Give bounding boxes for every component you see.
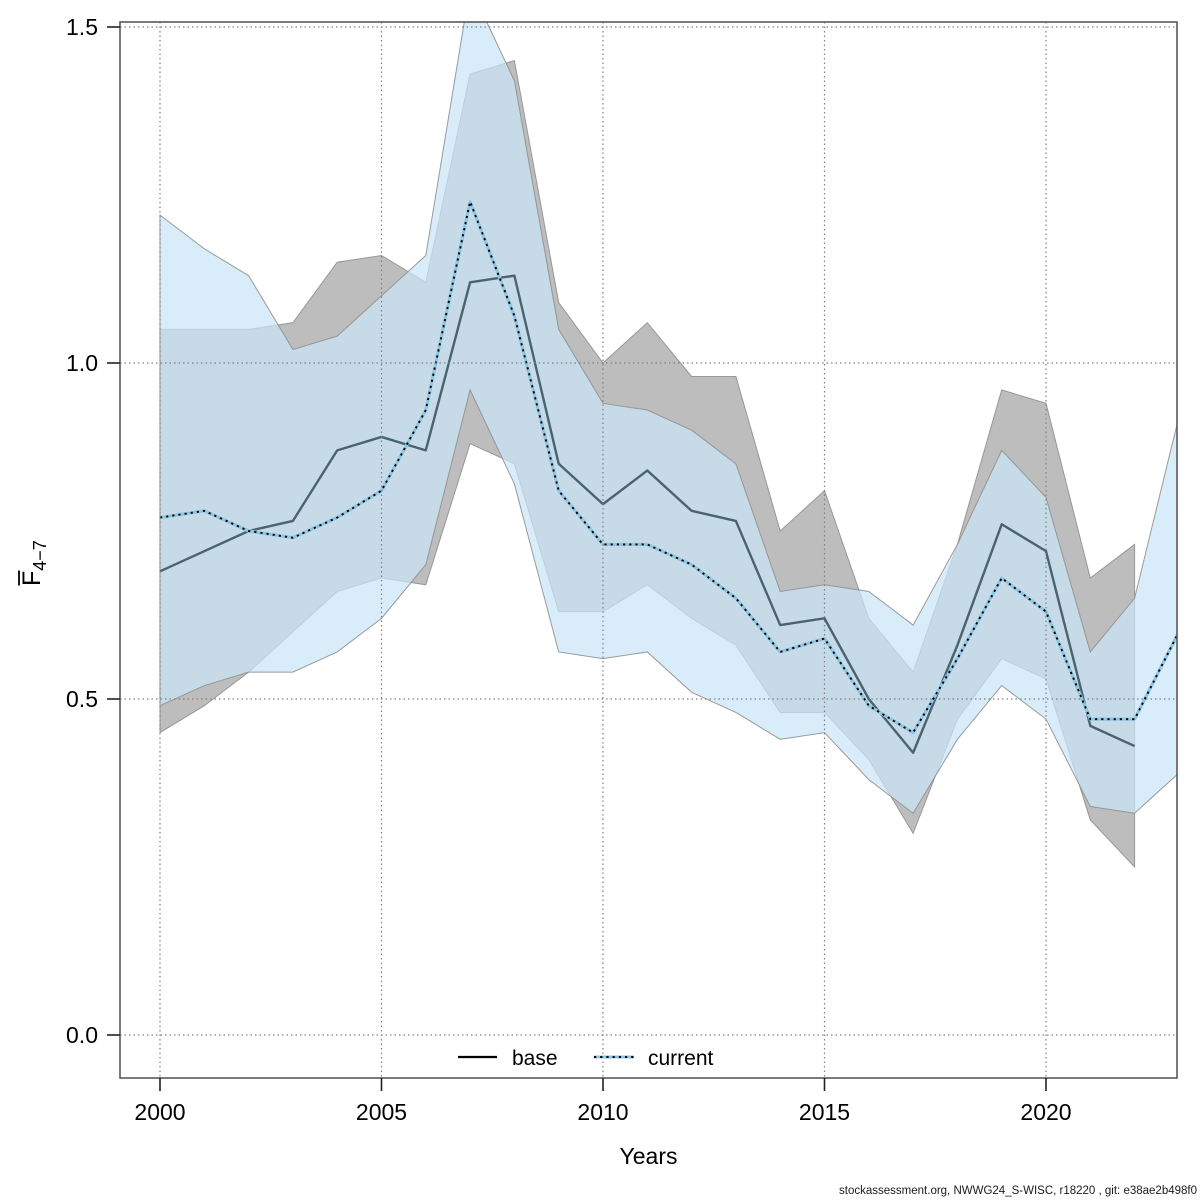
plot-area xyxy=(159,22,1177,869)
x-tick-label: 2015 xyxy=(799,1099,850,1125)
current-confidence-band xyxy=(159,22,1177,814)
current-line xyxy=(159,200,1177,734)
x-tick-label: 2005 xyxy=(356,1099,407,1125)
x-tick-label: 2010 xyxy=(577,1099,628,1125)
x-tick-label: 2000 xyxy=(134,1099,185,1125)
base-line xyxy=(159,274,1136,754)
legend: base current xyxy=(458,1047,714,1070)
legend-base-label: base xyxy=(512,1047,558,1070)
y-tick-label: 0.5 xyxy=(66,686,98,712)
y-tick-label: 1.5 xyxy=(66,14,98,40)
y-tick-label: 0.0 xyxy=(66,1022,98,1048)
x-axis-label: Years xyxy=(620,1143,678,1169)
y-tick-label: 1.0 xyxy=(66,350,98,376)
svg-text:F4−7: F4−7 xyxy=(18,540,50,586)
legend-current-label: current xyxy=(648,1047,714,1070)
y-axis-label: F4−7 xyxy=(18,540,50,586)
x-tick-label: 2020 xyxy=(1020,1099,1071,1125)
footer-text: stockassessment.org, NWWG24_S-WISC, r182… xyxy=(839,1185,1197,1197)
plot-border xyxy=(119,21,1178,1079)
